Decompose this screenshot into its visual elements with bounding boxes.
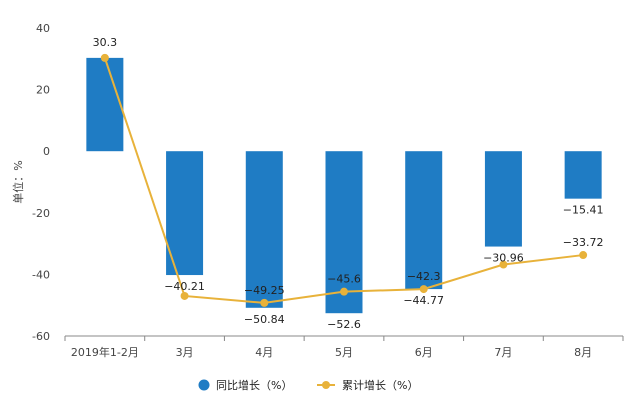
x-tick-label: 4月 [255, 346, 273, 359]
legend-label: 同比增长（%） [216, 378, 292, 392]
bar [166, 151, 204, 276]
bar-series [86, 57, 602, 314]
line-point [499, 260, 508, 269]
x-tick-label: 2019年1-2月 [71, 345, 139, 359]
y-axis-label: 单位：% [11, 160, 25, 203]
line-point [419, 285, 428, 294]
y-tick-label: -20 [32, 207, 50, 220]
x-tick-label: 5月 [335, 346, 353, 359]
line-data-label: −33.72 [563, 236, 604, 249]
y-tick-label: 40 [36, 22, 50, 35]
y-tick-label: -60 [32, 330, 50, 343]
bar [245, 151, 283, 308]
line-point [579, 251, 588, 260]
line-data-label: −42.3 [407, 270, 441, 283]
y-tick-label: 0 [43, 145, 50, 158]
bar-data-label: −15.41 [563, 204, 604, 217]
data-labels: 30.3 −40.21 −50.84 −52.6 −44.77 −30.96 −15.41 −… [93, 36, 604, 331]
bar-data-label: −30.96 [483, 252, 524, 265]
legend[interactable]: 同比增长（%） 累计增长（%） [198, 378, 419, 392]
x-tick-label: 6月 [415, 346, 433, 359]
y-tick-label: -40 [32, 268, 50, 281]
line-point [260, 298, 269, 307]
bar-data-label: 30.3 [93, 36, 118, 49]
line-point [180, 291, 189, 300]
y-tick-label: 20 [36, 84, 50, 97]
line-data-label: −49.25 [244, 284, 285, 297]
bar-data-label: −44.77 [403, 294, 444, 307]
x-tick-label: 8月 [574, 346, 592, 359]
x-tick-label: 7月 [494, 346, 512, 359]
line-point [100, 53, 109, 62]
bar-data-label: −52.6 [327, 318, 361, 331]
bar-data-label: −40.21 [164, 280, 205, 293]
bar [405, 151, 443, 290]
bar [564, 151, 602, 199]
legend-label: 累计增长（%） [342, 378, 418, 392]
y-axis: 40 20 0 -20 -40 -60 [32, 22, 50, 343]
legend-bar-marker [198, 379, 210, 391]
line-point [340, 287, 348, 296]
legend-line-dot [322, 381, 330, 389]
bar [86, 57, 124, 152]
x-axis: 2019年1-2月 3月 4月 5月 6月 7月 8月 [64, 335, 624, 359]
line-data-label: −45.6 [327, 273, 361, 286]
bar-data-label: −50.84 [244, 313, 285, 326]
bar [484, 151, 522, 247]
x-tick-label: 3月 [176, 346, 194, 359]
line-series [100, 53, 588, 307]
bar [325, 151, 363, 314]
